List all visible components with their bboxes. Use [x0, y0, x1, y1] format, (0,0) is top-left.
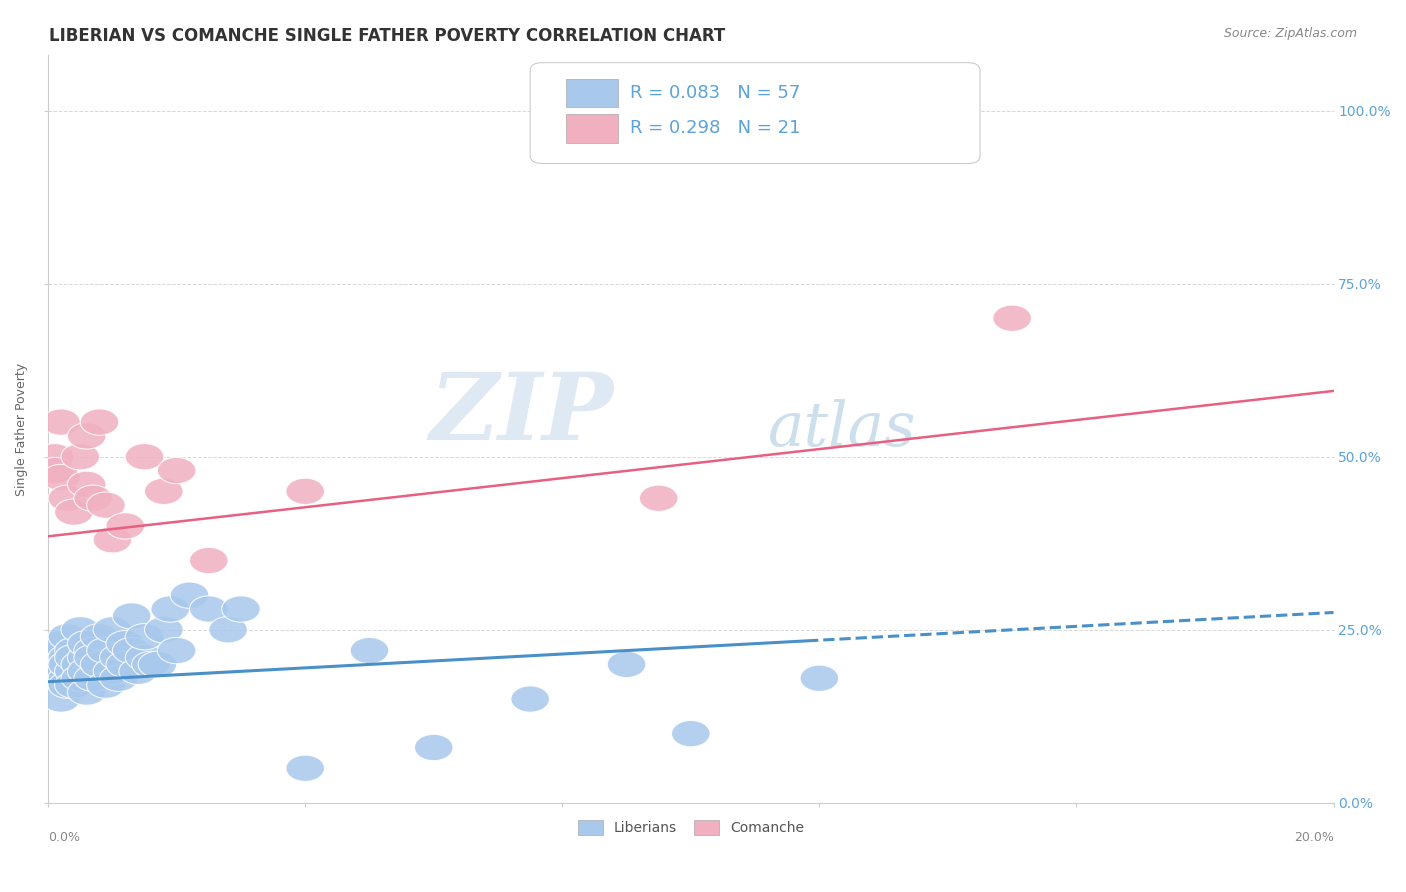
Ellipse shape [48, 644, 87, 671]
Ellipse shape [55, 499, 93, 525]
Ellipse shape [87, 638, 125, 664]
Ellipse shape [67, 658, 105, 684]
Ellipse shape [67, 471, 105, 498]
Ellipse shape [48, 624, 87, 650]
Ellipse shape [93, 526, 132, 553]
Text: 20.0%: 20.0% [1294, 830, 1333, 844]
Ellipse shape [75, 638, 112, 664]
Ellipse shape [125, 624, 165, 650]
Ellipse shape [35, 651, 75, 678]
Ellipse shape [93, 658, 132, 684]
Ellipse shape [80, 409, 120, 435]
Ellipse shape [35, 638, 75, 664]
Ellipse shape [35, 443, 75, 470]
Ellipse shape [157, 638, 195, 664]
Y-axis label: Single Father Poverty: Single Father Poverty [15, 362, 28, 496]
Bar [567, 79, 617, 107]
Ellipse shape [350, 638, 389, 664]
Text: LIBERIAN VS COMANCHE SINGLE FATHER POVERTY CORRELATION CHART: LIBERIAN VS COMANCHE SINGLE FATHER POVER… [49, 27, 725, 45]
Ellipse shape [42, 465, 80, 491]
Text: Source: ZipAtlas.com: Source: ZipAtlas.com [1223, 27, 1357, 40]
Ellipse shape [222, 596, 260, 623]
Text: 0.0%: 0.0% [48, 830, 80, 844]
Ellipse shape [607, 651, 645, 678]
Ellipse shape [55, 672, 93, 698]
Ellipse shape [60, 665, 100, 691]
Ellipse shape [55, 644, 93, 671]
Ellipse shape [120, 658, 157, 684]
Ellipse shape [190, 596, 228, 623]
Ellipse shape [55, 658, 93, 684]
Ellipse shape [93, 616, 132, 643]
Ellipse shape [672, 721, 710, 747]
Ellipse shape [285, 756, 325, 781]
Ellipse shape [80, 651, 120, 678]
Ellipse shape [35, 665, 75, 691]
Ellipse shape [105, 631, 145, 657]
Ellipse shape [209, 616, 247, 643]
Ellipse shape [67, 679, 105, 706]
Ellipse shape [35, 458, 75, 483]
Ellipse shape [67, 644, 105, 671]
Ellipse shape [138, 651, 177, 678]
Ellipse shape [145, 616, 183, 643]
Ellipse shape [60, 616, 100, 643]
Ellipse shape [112, 638, 150, 664]
Ellipse shape [640, 485, 678, 511]
Ellipse shape [67, 423, 105, 449]
FancyBboxPatch shape [530, 62, 980, 163]
Bar [567, 114, 617, 143]
Ellipse shape [125, 644, 165, 671]
Ellipse shape [42, 658, 80, 684]
Ellipse shape [993, 305, 1032, 332]
Ellipse shape [170, 582, 209, 608]
Ellipse shape [415, 734, 453, 761]
Text: ZIP: ZIP [429, 369, 613, 459]
Ellipse shape [48, 665, 87, 691]
Ellipse shape [42, 409, 80, 435]
Ellipse shape [60, 443, 100, 470]
Ellipse shape [60, 651, 100, 678]
Ellipse shape [67, 631, 105, 657]
Ellipse shape [100, 644, 138, 671]
Ellipse shape [75, 644, 112, 671]
Ellipse shape [48, 672, 87, 698]
Ellipse shape [48, 651, 87, 678]
Text: atlas: atlas [768, 399, 917, 459]
Ellipse shape [75, 665, 112, 691]
Ellipse shape [105, 651, 145, 678]
Text: R = 0.083   N = 57: R = 0.083 N = 57 [630, 84, 801, 103]
Legend: Liberians, Comanche: Liberians, Comanche [572, 815, 810, 841]
Ellipse shape [55, 638, 93, 664]
Ellipse shape [800, 665, 838, 691]
Ellipse shape [190, 548, 228, 574]
Ellipse shape [510, 686, 550, 712]
Ellipse shape [42, 686, 80, 712]
Ellipse shape [125, 443, 165, 470]
Ellipse shape [105, 513, 145, 539]
Ellipse shape [87, 672, 125, 698]
Ellipse shape [48, 485, 87, 511]
Ellipse shape [42, 631, 80, 657]
Ellipse shape [87, 492, 125, 518]
Ellipse shape [285, 478, 325, 505]
Ellipse shape [145, 478, 183, 505]
Ellipse shape [42, 651, 80, 678]
Ellipse shape [75, 485, 112, 511]
Ellipse shape [112, 603, 150, 629]
Ellipse shape [150, 596, 190, 623]
Ellipse shape [132, 651, 170, 678]
Text: R = 0.298   N = 21: R = 0.298 N = 21 [630, 120, 801, 137]
Ellipse shape [80, 624, 120, 650]
Ellipse shape [157, 458, 195, 483]
Ellipse shape [100, 665, 138, 691]
